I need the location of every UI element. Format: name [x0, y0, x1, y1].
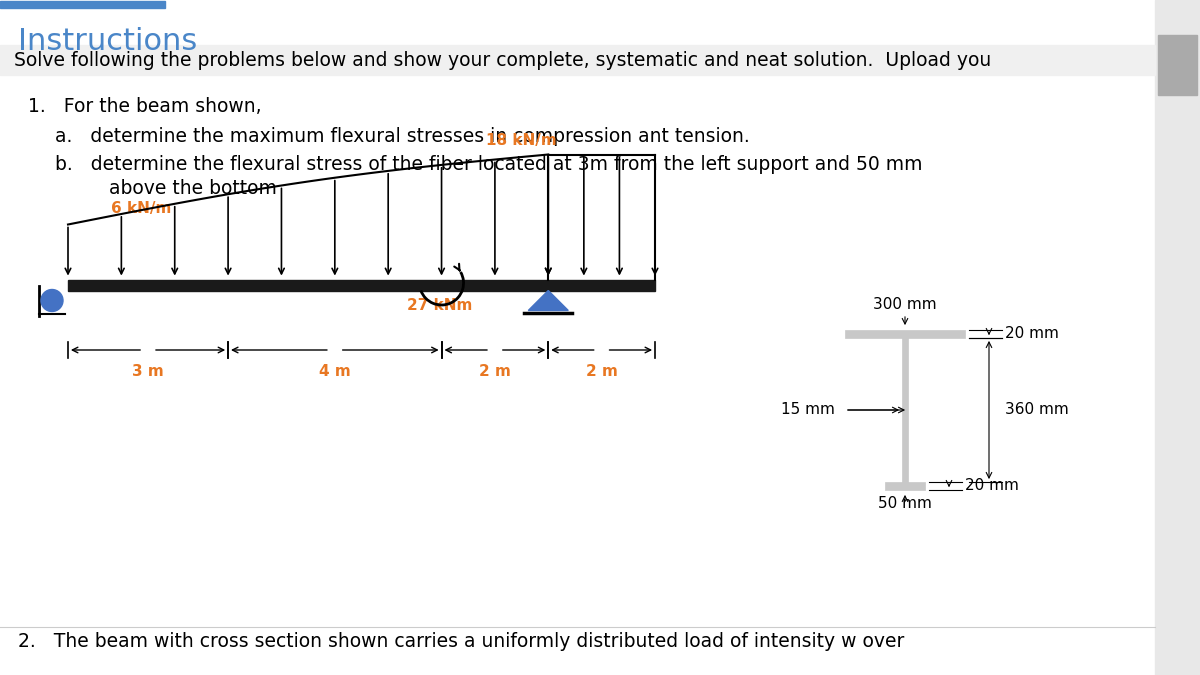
Text: 2.   The beam with cross section shown carries a uniformly distributed load of i: 2. The beam with cross section shown car… — [18, 632, 905, 651]
Bar — [0, 45, 1154, 75]
Bar — [902, 338, 908, 482]
Text: 20 mm: 20 mm — [965, 479, 1019, 493]
Text: 4 m: 4 m — [319, 364, 350, 379]
Text: b.   determine the flexural stress of the fiber located at 3m from the left supp: b. determine the flexural stress of the … — [55, 155, 923, 174]
Bar — [68, 279, 655, 290]
Text: 15 mm: 15 mm — [781, 402, 835, 418]
Text: 1.   For the beam shown,: 1. For the beam shown, — [28, 97, 262, 116]
Text: 18 kN/m: 18 kN/m — [486, 134, 557, 148]
Text: 3 m: 3 m — [132, 364, 164, 379]
Bar — [886, 482, 925, 490]
Text: 360 mm: 360 mm — [1006, 402, 1069, 418]
Bar — [1154, 0, 1200, 675]
Text: above the bottom: above the bottom — [55, 179, 277, 198]
Text: 50 mm: 50 mm — [878, 496, 932, 511]
Text: 27 kNm: 27 kNm — [407, 298, 473, 313]
Text: a.   determine the maximum flexural stresses in compression ant tension.: a. determine the maximum flexural stress… — [55, 127, 750, 146]
Bar — [845, 330, 965, 338]
Bar — [1158, 35, 1198, 95]
Text: 20 mm: 20 mm — [1006, 327, 1058, 342]
Text: 2 m: 2 m — [586, 364, 618, 379]
Text: 6 kN/m: 6 kN/m — [110, 202, 172, 217]
Text: Solve following the problems below and show your complete, systematic and neat s: Solve following the problems below and s… — [14, 51, 991, 70]
Text: Instructions: Instructions — [18, 27, 197, 56]
Text: 2 m: 2 m — [479, 364, 511, 379]
Bar — [0, 1, 166, 8]
Circle shape — [41, 290, 64, 311]
Polygon shape — [528, 290, 569, 310]
Text: 300 mm: 300 mm — [874, 297, 937, 312]
